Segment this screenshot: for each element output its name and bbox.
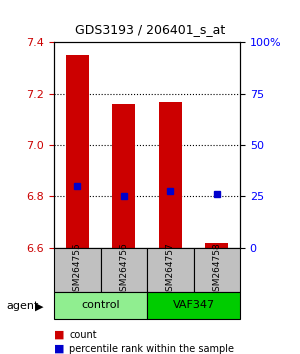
Text: ■: ■	[54, 344, 64, 354]
FancyBboxPatch shape	[54, 248, 100, 292]
Text: VAF347: VAF347	[172, 300, 214, 310]
Text: GSM264757: GSM264757	[166, 242, 175, 297]
Bar	[112, 104, 135, 248]
FancyBboxPatch shape	[54, 292, 147, 319]
Text: control: control	[81, 300, 120, 310]
Text: agent: agent	[6, 301, 38, 311]
Text: GSM264755: GSM264755	[73, 242, 82, 297]
FancyBboxPatch shape	[100, 248, 147, 292]
Text: GDS3193 / 206401_s_at: GDS3193 / 206401_s_at	[75, 23, 225, 36]
Text: ■: ■	[54, 330, 64, 339]
FancyBboxPatch shape	[194, 248, 240, 292]
Text: percentile rank within the sample: percentile rank within the sample	[69, 344, 234, 354]
Bar	[66, 55, 89, 248]
FancyBboxPatch shape	[147, 292, 240, 319]
Text: GSM264756: GSM264756	[119, 242, 128, 297]
Text: GSM264758: GSM264758	[212, 242, 221, 297]
Text: ▶: ▶	[34, 301, 43, 311]
FancyBboxPatch shape	[147, 248, 194, 292]
Text: count: count	[69, 330, 97, 339]
Bar	[205, 243, 228, 248]
Bar	[159, 102, 182, 248]
